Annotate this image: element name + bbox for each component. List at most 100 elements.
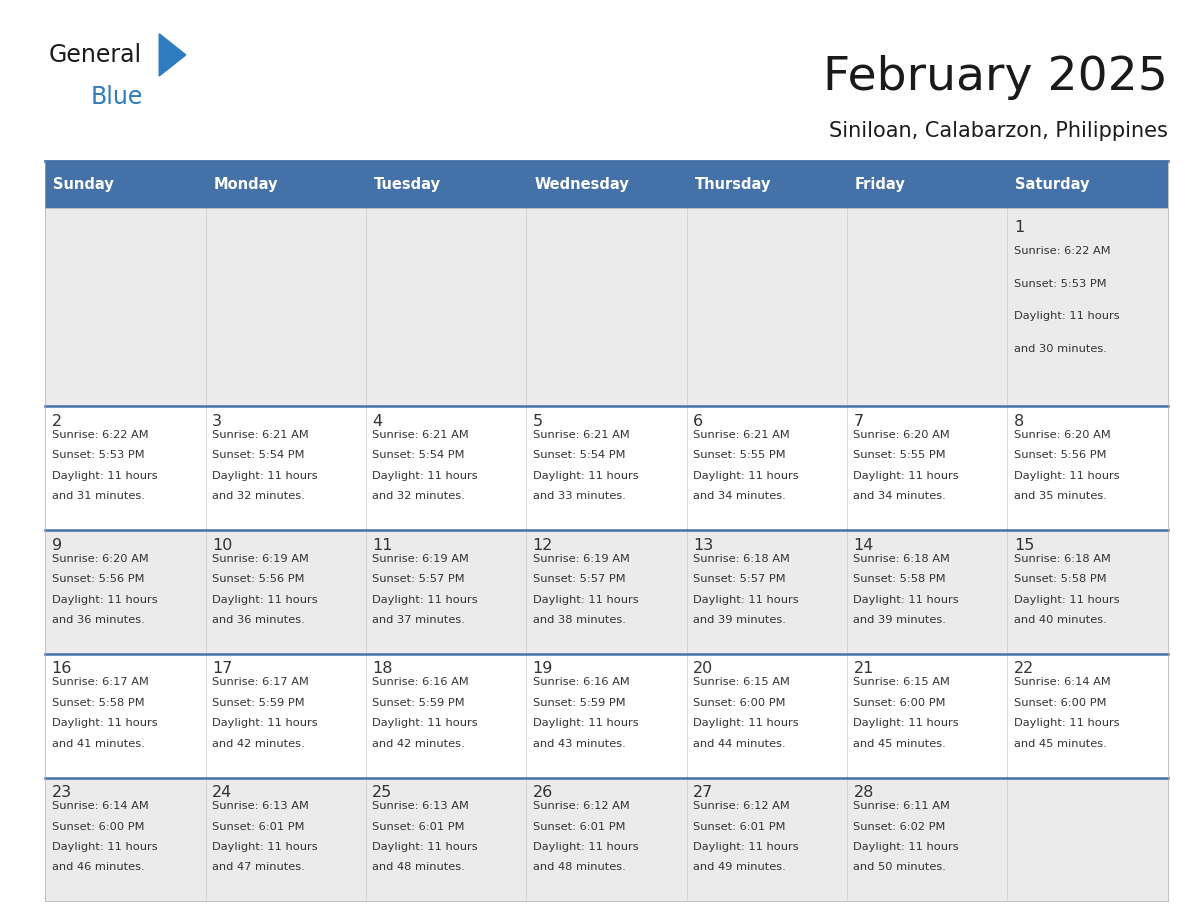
- Text: Sunrise: 6:12 AM: Sunrise: 6:12 AM: [532, 801, 630, 812]
- Text: Daylight: 11 hours: Daylight: 11 hours: [372, 595, 478, 605]
- Text: Daylight: 11 hours: Daylight: 11 hours: [211, 842, 317, 852]
- Text: and 46 minutes.: and 46 minutes.: [51, 863, 144, 872]
- Text: and 34 minutes.: and 34 minutes.: [853, 491, 946, 501]
- Text: and 35 minutes.: and 35 minutes.: [1013, 491, 1107, 501]
- Text: Sunset: 6:01 PM: Sunset: 6:01 PM: [211, 822, 304, 832]
- Text: Sunrise: 6:12 AM: Sunrise: 6:12 AM: [693, 801, 790, 812]
- Text: Daylight: 11 hours: Daylight: 11 hours: [693, 595, 798, 605]
- Text: Blue: Blue: [90, 85, 143, 109]
- Text: and 44 minutes.: and 44 minutes.: [693, 739, 785, 749]
- Text: Sunset: 5:54 PM: Sunset: 5:54 PM: [532, 451, 625, 460]
- Text: Sunset: 5:56 PM: Sunset: 5:56 PM: [1013, 451, 1106, 460]
- Text: 28: 28: [853, 785, 874, 800]
- Text: Daylight: 11 hours: Daylight: 11 hours: [532, 471, 638, 481]
- Text: 19: 19: [532, 661, 554, 677]
- Text: and 32 minutes.: and 32 minutes.: [372, 491, 465, 501]
- Text: Sunrise: 6:17 AM: Sunrise: 6:17 AM: [211, 677, 309, 688]
- Text: 13: 13: [693, 538, 713, 553]
- Text: Sunset: 5:59 PM: Sunset: 5:59 PM: [532, 698, 625, 708]
- Text: Daylight: 11 hours: Daylight: 11 hours: [372, 842, 478, 852]
- Text: Monday: Monday: [214, 177, 278, 192]
- Text: Daylight: 11 hours: Daylight: 11 hours: [211, 471, 317, 481]
- Text: 16: 16: [51, 661, 72, 677]
- Text: Sunset: 5:59 PM: Sunset: 5:59 PM: [372, 698, 465, 708]
- Text: and 36 minutes.: and 36 minutes.: [211, 615, 304, 625]
- Text: Sunset: 6:00 PM: Sunset: 6:00 PM: [1013, 698, 1106, 708]
- Text: 2: 2: [51, 414, 62, 429]
- Text: and 32 minutes.: and 32 minutes.: [211, 491, 304, 501]
- Text: Daylight: 11 hours: Daylight: 11 hours: [211, 718, 317, 728]
- Text: Sunrise: 6:19 AM: Sunrise: 6:19 AM: [532, 554, 630, 564]
- Text: Sunrise: 6:17 AM: Sunrise: 6:17 AM: [51, 677, 148, 688]
- Text: Daylight: 11 hours: Daylight: 11 hours: [1013, 311, 1119, 321]
- Text: 7: 7: [853, 414, 864, 429]
- Text: Sunrise: 6:21 AM: Sunrise: 6:21 AM: [532, 430, 630, 440]
- Text: and 43 minutes.: and 43 minutes.: [532, 739, 625, 749]
- Text: Sunrise: 6:14 AM: Sunrise: 6:14 AM: [1013, 677, 1111, 688]
- Text: Sunset: 5:54 PM: Sunset: 5:54 PM: [211, 451, 304, 460]
- Text: Sunrise: 6:18 AM: Sunrise: 6:18 AM: [853, 554, 950, 564]
- Text: and 36 minutes.: and 36 minutes.: [51, 615, 144, 625]
- Text: and 49 minutes.: and 49 minutes.: [693, 863, 785, 872]
- Text: Sunset: 5:56 PM: Sunset: 5:56 PM: [211, 574, 304, 584]
- Text: Tuesday: Tuesday: [374, 177, 441, 192]
- Text: Sunrise: 6:22 AM: Sunrise: 6:22 AM: [1013, 246, 1111, 256]
- Text: Sunrise: 6:20 AM: Sunrise: 6:20 AM: [51, 554, 148, 564]
- Polygon shape: [159, 34, 185, 76]
- Text: 12: 12: [532, 538, 554, 553]
- Text: 6: 6: [693, 414, 703, 429]
- Text: Sunrise: 6:13 AM: Sunrise: 6:13 AM: [372, 801, 469, 812]
- Text: Sunrise: 6:18 AM: Sunrise: 6:18 AM: [693, 554, 790, 564]
- Text: Daylight: 11 hours: Daylight: 11 hours: [211, 595, 317, 605]
- Text: Sunset: 5:55 PM: Sunset: 5:55 PM: [693, 451, 785, 460]
- Text: 26: 26: [532, 785, 552, 800]
- Text: and 39 minutes.: and 39 minutes.: [853, 615, 947, 625]
- Text: and 47 minutes.: and 47 minutes.: [211, 863, 304, 872]
- Text: Sunrise: 6:18 AM: Sunrise: 6:18 AM: [1013, 554, 1111, 564]
- Text: Daylight: 11 hours: Daylight: 11 hours: [1013, 471, 1119, 481]
- Text: 8: 8: [1013, 414, 1024, 429]
- Text: General: General: [49, 43, 143, 67]
- Text: 9: 9: [51, 538, 62, 553]
- Text: 20: 20: [693, 661, 713, 677]
- Text: Sunrise: 6:20 AM: Sunrise: 6:20 AM: [853, 430, 950, 440]
- Text: Daylight: 11 hours: Daylight: 11 hours: [532, 595, 638, 605]
- Text: Sunset: 5:57 PM: Sunset: 5:57 PM: [372, 574, 465, 584]
- Text: Sunset: 6:01 PM: Sunset: 6:01 PM: [532, 822, 625, 832]
- Text: Sunset: 5:53 PM: Sunset: 5:53 PM: [1013, 279, 1106, 288]
- Text: Sunset: 5:58 PM: Sunset: 5:58 PM: [51, 698, 144, 708]
- Text: 5: 5: [532, 414, 543, 429]
- Text: Daylight: 11 hours: Daylight: 11 hours: [51, 718, 157, 728]
- Text: Daylight: 11 hours: Daylight: 11 hours: [51, 595, 157, 605]
- Text: Sunset: 5:57 PM: Sunset: 5:57 PM: [532, 574, 625, 584]
- Text: 10: 10: [211, 538, 233, 553]
- Text: Friday: Friday: [855, 177, 905, 192]
- Text: Sunrise: 6:19 AM: Sunrise: 6:19 AM: [211, 554, 309, 564]
- Text: Sunset: 6:01 PM: Sunset: 6:01 PM: [693, 822, 785, 832]
- Text: 17: 17: [211, 661, 233, 677]
- Text: Sunrise: 6:22 AM: Sunrise: 6:22 AM: [51, 430, 148, 440]
- Text: Daylight: 11 hours: Daylight: 11 hours: [693, 471, 798, 481]
- Text: 25: 25: [372, 785, 392, 800]
- Text: Sunrise: 6:20 AM: Sunrise: 6:20 AM: [1013, 430, 1111, 440]
- Text: Thursday: Thursday: [695, 177, 771, 192]
- Text: Sunrise: 6:21 AM: Sunrise: 6:21 AM: [693, 430, 790, 440]
- Text: Sunday: Sunday: [53, 177, 114, 192]
- Text: Daylight: 11 hours: Daylight: 11 hours: [372, 718, 478, 728]
- Text: 1: 1: [1013, 220, 1024, 235]
- Text: and 33 minutes.: and 33 minutes.: [532, 491, 626, 501]
- Text: and 31 minutes.: and 31 minutes.: [51, 491, 145, 501]
- Text: and 42 minutes.: and 42 minutes.: [211, 739, 304, 749]
- Text: and 37 minutes.: and 37 minutes.: [372, 615, 466, 625]
- Text: Daylight: 11 hours: Daylight: 11 hours: [853, 595, 959, 605]
- Text: Sunset: 5:56 PM: Sunset: 5:56 PM: [51, 574, 144, 584]
- Text: and 40 minutes.: and 40 minutes.: [1013, 615, 1106, 625]
- Text: Sunset: 6:00 PM: Sunset: 6:00 PM: [51, 822, 144, 832]
- Text: Sunset: 6:02 PM: Sunset: 6:02 PM: [853, 822, 946, 832]
- Text: 24: 24: [211, 785, 232, 800]
- Text: 11: 11: [372, 538, 393, 553]
- Text: 27: 27: [693, 785, 713, 800]
- Text: Siniloan, Calabarzon, Philippines: Siniloan, Calabarzon, Philippines: [829, 121, 1168, 141]
- Text: Sunset: 6:01 PM: Sunset: 6:01 PM: [372, 822, 465, 832]
- Text: Sunset: 5:58 PM: Sunset: 5:58 PM: [1013, 574, 1106, 584]
